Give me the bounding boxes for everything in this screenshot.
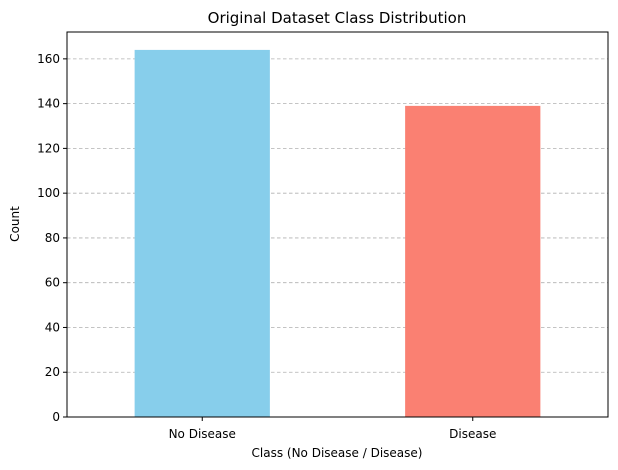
y-tick-label: 160 [37, 52, 60, 66]
bar-disease [405, 105, 541, 418]
bars [134, 49, 541, 418]
y-tick-label: 40 [45, 320, 60, 334]
y-tick-label: 120 [37, 141, 60, 155]
x-tick-label: Disease [449, 427, 496, 441]
y-axis-ticks: 0 20 40 60 80 100 120 140 160 [37, 52, 67, 424]
plot-frame [66, 31, 609, 418]
chart-title: Original Dataset Class Distribution [208, 9, 467, 27]
x-axis-label: Class (No Disease / Disease) [252, 446, 423, 460]
bar-no-disease [134, 49, 270, 417]
y-tick-label: 20 [45, 365, 60, 379]
y-tick-label: 140 [37, 97, 60, 111]
y-axis-label: Count [8, 206, 22, 242]
y-tick-label: 100 [37, 186, 60, 200]
x-tick-label: No Disease [169, 427, 236, 441]
y-tick-label: 0 [52, 410, 60, 424]
y-tick-label: 80 [45, 231, 60, 245]
y-tick-label: 60 [45, 276, 60, 290]
x-axis-ticks: No Disease Disease [169, 417, 496, 441]
